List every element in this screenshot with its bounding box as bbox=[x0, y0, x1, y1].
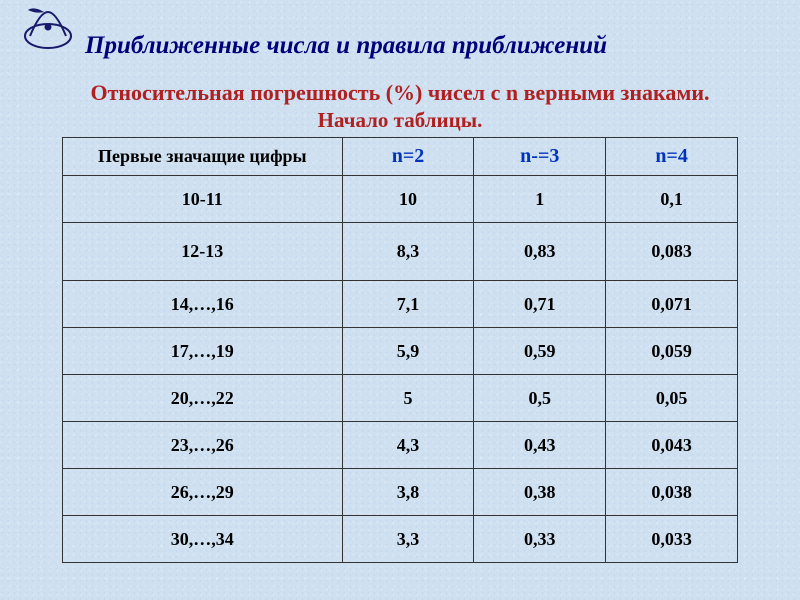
col-header-n4: n=4 bbox=[606, 138, 738, 176]
cell: 0,43 bbox=[474, 422, 606, 469]
table-header-row: Первые значащие цифры n=2 n-=3 n=4 bbox=[63, 138, 738, 176]
cell: 0,33 bbox=[474, 516, 606, 563]
cell: 5 bbox=[342, 375, 474, 422]
table-row: 30,…,34 3,3 0,33 0,033 bbox=[63, 516, 738, 563]
cell: 30,…,34 bbox=[63, 516, 343, 563]
cell: 3,3 bbox=[342, 516, 474, 563]
table-row: 10-11 10 1 0,1 bbox=[63, 176, 738, 223]
cell: 23,…,26 bbox=[63, 422, 343, 469]
table-row: 14,…,16 7,1 0,71 0,071 bbox=[63, 281, 738, 328]
col-header-digits: Первые значащие цифры bbox=[63, 138, 343, 176]
cell: 12-13 bbox=[63, 223, 343, 281]
cell: 0,059 bbox=[606, 328, 738, 375]
cell: 5,9 bbox=[342, 328, 474, 375]
cell: 0,071 bbox=[606, 281, 738, 328]
cell: 8,3 bbox=[342, 223, 474, 281]
cell: 26,…,29 bbox=[63, 469, 343, 516]
table-row: 17,…,19 5,9 0,59 0,059 bbox=[63, 328, 738, 375]
cell: 0,38 bbox=[474, 469, 606, 516]
table-row: 26,…,29 3,8 0,38 0,038 bbox=[63, 469, 738, 516]
error-table: Первые значащие цифры n=2 n-=3 n=4 10-11… bbox=[62, 137, 738, 563]
cell: 7,1 bbox=[342, 281, 474, 328]
cell: 0,5 bbox=[474, 375, 606, 422]
table-row: 20,…,22 5 0,5 0,05 bbox=[63, 375, 738, 422]
subtitle-line-2: Начало таблицы. bbox=[0, 108, 800, 133]
cell: 20,…,22 bbox=[63, 375, 343, 422]
cell: 14,…,16 bbox=[63, 281, 343, 328]
cell: 1 bbox=[474, 176, 606, 223]
page-title: Приближенные числа и правила приближений bbox=[85, 32, 607, 60]
cell: 0,59 bbox=[474, 328, 606, 375]
col-header-n3: n-=3 bbox=[474, 138, 606, 176]
col-header-n2: n=2 bbox=[342, 138, 474, 176]
cell: 0,83 bbox=[474, 223, 606, 281]
cell: 0,038 bbox=[606, 469, 738, 516]
logo-icon bbox=[22, 8, 74, 50]
cell: 0,71 bbox=[474, 281, 606, 328]
table-row: 12-13 8,3 0,83 0,083 bbox=[63, 223, 738, 281]
cell: 3,8 bbox=[342, 469, 474, 516]
cell: 10 bbox=[342, 176, 474, 223]
table-row: 23,…,26 4,3 0,43 0,043 bbox=[63, 422, 738, 469]
cell: 0,05 bbox=[606, 375, 738, 422]
cell: 0,033 bbox=[606, 516, 738, 563]
cell: 17,…,19 bbox=[63, 328, 343, 375]
subtitle-line-1: Относительная погрешность (%) чисел c n … bbox=[0, 80, 800, 106]
cell: 0,083 bbox=[606, 223, 738, 281]
cell: 4,3 bbox=[342, 422, 474, 469]
cell: 0,1 bbox=[606, 176, 738, 223]
cell: 10-11 bbox=[63, 176, 343, 223]
cell: 0,043 bbox=[606, 422, 738, 469]
